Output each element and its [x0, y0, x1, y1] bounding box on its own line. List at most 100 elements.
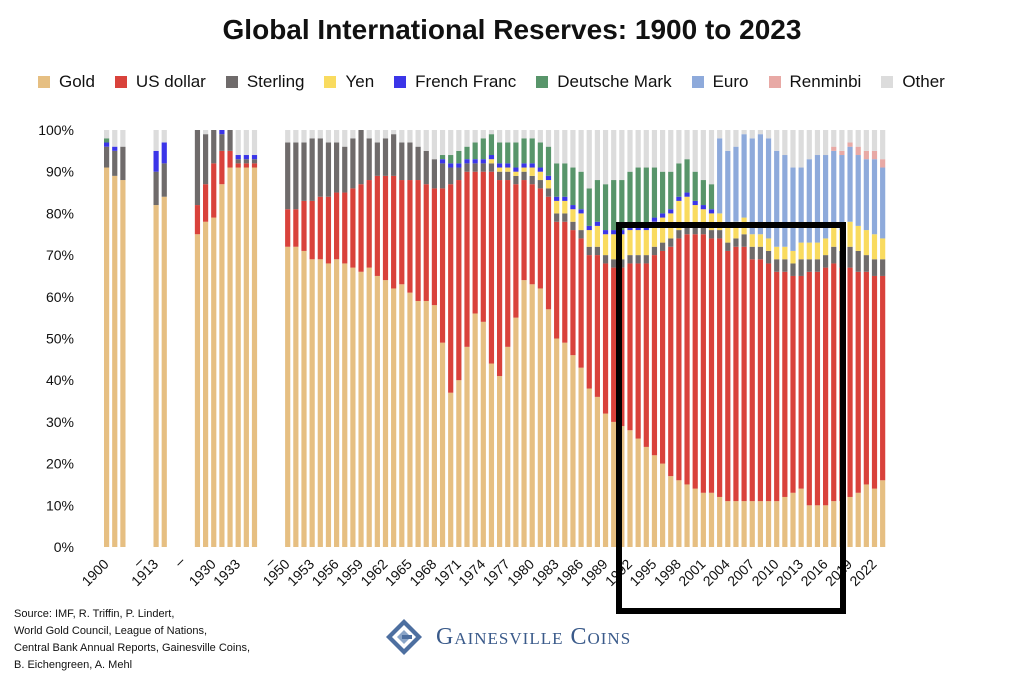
bar-segment-other: [880, 130, 886, 160]
bar-segment-sterling: [374, 142, 380, 176]
bar-segment-gold: [562, 342, 568, 547]
bar-segment-sterling: [660, 242, 666, 251]
bar-segment-other: [415, 130, 421, 147]
bar-segment-other: [717, 130, 723, 139]
bar-segment-yen: [488, 159, 495, 164]
bar-segment-sterling: [120, 146, 126, 181]
bar-segment-usd: [480, 171, 486, 322]
gainesville-logo-icon: [386, 619, 422, 655]
bar-segment-gold: [161, 196, 167, 547]
bar-segment-sterling: [774, 259, 780, 272]
bar-segment-usd: [488, 171, 495, 364]
bar-segment-other: [374, 130, 380, 143]
bar-segment-sterling: [782, 259, 788, 272]
y-tick-label: 40%: [46, 372, 74, 388]
bar-segment-gold: [251, 167, 258, 547]
y-tick-label: 50%: [46, 331, 74, 347]
bar-segment-dm: [611, 180, 617, 231]
bar-segment-gold: [456, 380, 462, 547]
bar-segment-ffr: [112, 146, 118, 151]
bar-segment-usd: [554, 221, 560, 339]
bar-segment-dm: [676, 163, 682, 197]
bar-segment-other: [104, 130, 110, 139]
bar-segment-ffr: [243, 155, 249, 160]
bar-segment-gold: [358, 271, 364, 547]
bar-segment-usd: [472, 171, 478, 314]
bar-segment-usd: [415, 180, 421, 301]
x-tick-label: 1956: [308, 556, 341, 589]
bar-segment-yen: [847, 221, 853, 247]
bar-segment-other: [513, 130, 519, 143]
bar-segment-dm: [464, 146, 470, 160]
bar-segment-usd: [521, 180, 527, 281]
bar-segment-sterling: [472, 163, 478, 172]
bar-segment-sterling: [497, 171, 503, 181]
bar-segment-gold: [285, 246, 291, 547]
bar-segment-gold: [774, 501, 780, 547]
bar-segment-other: [611, 130, 617, 181]
x-tick-label: 1953: [284, 556, 317, 589]
source-line: Central Bank Annual Reports, Gainesville…: [14, 642, 251, 654]
bar-segment-euro: [725, 150, 731, 226]
bar-segment-usd: [545, 196, 552, 310]
bar-segment-other: [407, 130, 413, 143]
legend-swatch: [691, 76, 704, 88]
bar-segment-sterling: [464, 163, 470, 172]
x-tick-label: 1986: [553, 556, 586, 589]
bar-segment-usd: [765, 263, 772, 502]
bar-segment-yen: [578, 213, 584, 231]
bar-segment-usd: [692, 234, 698, 489]
bar-segment-gold: [342, 263, 348, 547]
bar-segment-euro: [806, 159, 812, 243]
y-tick-label: 100%: [38, 122, 74, 138]
bar-segment-gold: [823, 505, 829, 547]
bar-segment-sterling: [562, 213, 568, 222]
bar-segment-usd: [423, 184, 429, 301]
bar-segment-gold: [806, 505, 812, 547]
bar-segment-gold: [415, 300, 421, 547]
bar-segment-ffr: [488, 155, 495, 160]
bar-segment-other: [285, 130, 291, 143]
bar-segment-other: [586, 130, 592, 189]
bar-segment-usd: [798, 275, 804, 489]
bar-segment-dm: [692, 171, 698, 201]
bar-segment-other: [366, 130, 372, 139]
bar-segment-gold: [448, 392, 454, 547]
bar-segment-dm: [619, 180, 625, 231]
bar-segment-euro: [757, 134, 763, 235]
legend-item: Sterling: [225, 72, 304, 92]
bar-segment-euro: [765, 138, 772, 239]
bar-segment-gold: [227, 167, 233, 547]
bar-segment-usd: [407, 180, 413, 293]
bar-segment-rmb: [855, 146, 861, 156]
bar-segment-ffr: [513, 167, 519, 172]
legend-swatch: [881, 76, 894, 88]
bar-segment-gold: [153, 205, 159, 547]
bar-segment-dm: [529, 138, 535, 164]
bar-segment-rmb: [880, 159, 886, 168]
bar-segment-sterling: [880, 259, 886, 276]
bar-segment-ffr: [464, 159, 470, 164]
bar-segment-usd: [448, 184, 454, 393]
bar-segment-ffr: [529, 163, 535, 168]
bar-segment-other: [488, 130, 495, 135]
bar-segment-yen: [717, 213, 723, 231]
bar-segment-yen: [757, 234, 763, 247]
bar-segment-sterling: [692, 225, 698, 235]
bar-segment-sterling: [448, 167, 454, 185]
legend-swatch: [324, 76, 337, 88]
bar-segment-sterling: [285, 142, 291, 210]
bar-segment-sterling: [161, 163, 167, 197]
bar-segment-sterling: [814, 259, 821, 272]
bar-segment-gold: [676, 480, 682, 547]
x-tick-label: 1962: [357, 556, 390, 589]
bar-segment-dm: [521, 138, 527, 164]
bar-segment-ffr: [153, 150, 159, 172]
bar-segment-sterling: [521, 171, 527, 181]
bar-segment-sterling: [194, 130, 201, 206]
bar-segment-gold: [431, 305, 437, 547]
bar-segment-ffr: [505, 163, 511, 168]
bar-segment-other: [382, 130, 389, 139]
y-tick-label: 0%: [54, 539, 74, 555]
bar-segment-dm: [554, 163, 560, 197]
